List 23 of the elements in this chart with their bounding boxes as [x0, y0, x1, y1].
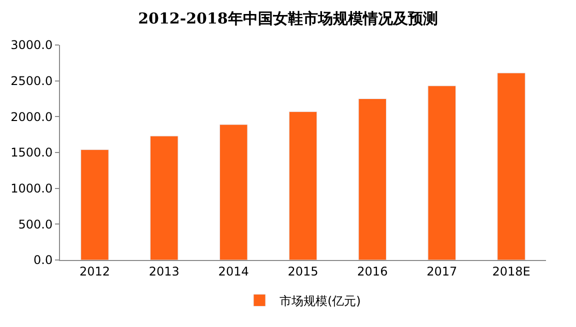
y-tick-label: 0.0: [34, 253, 53, 268]
x-tick-label: 2015: [288, 264, 318, 278]
y-tick-label: 1000.0: [10, 182, 53, 196]
x-tick-label: 2013: [148, 264, 180, 278]
bar: [219, 124, 248, 260]
bar: [497, 72, 526, 260]
chart-title: 2012-2018年中国女鞋市场规模情况及预测: [138, 10, 438, 28]
bar: [80, 149, 109, 260]
y-tick-label: 2000.0: [10, 110, 53, 124]
x-tick-label: 2017: [426, 264, 458, 278]
y-tick-label: 500.0: [18, 217, 53, 232]
bar: [150, 136, 178, 260]
y-tick-label: 1500.0: [10, 146, 53, 160]
x-tick-label: 2016: [357, 264, 388, 278]
bar: [428, 86, 456, 260]
legend-label: 市场规模(亿元): [280, 294, 361, 308]
bar: [358, 98, 387, 260]
y-tick-label: 2500.0: [10, 74, 53, 88]
x-tick-label: 2012: [79, 264, 110, 278]
x-tick-label: 2018E: [492, 264, 530, 278]
bar: [288, 111, 318, 260]
y-tick-label: 3000.0: [10, 38, 53, 52]
x-tick-label: 2014: [218, 264, 249, 278]
